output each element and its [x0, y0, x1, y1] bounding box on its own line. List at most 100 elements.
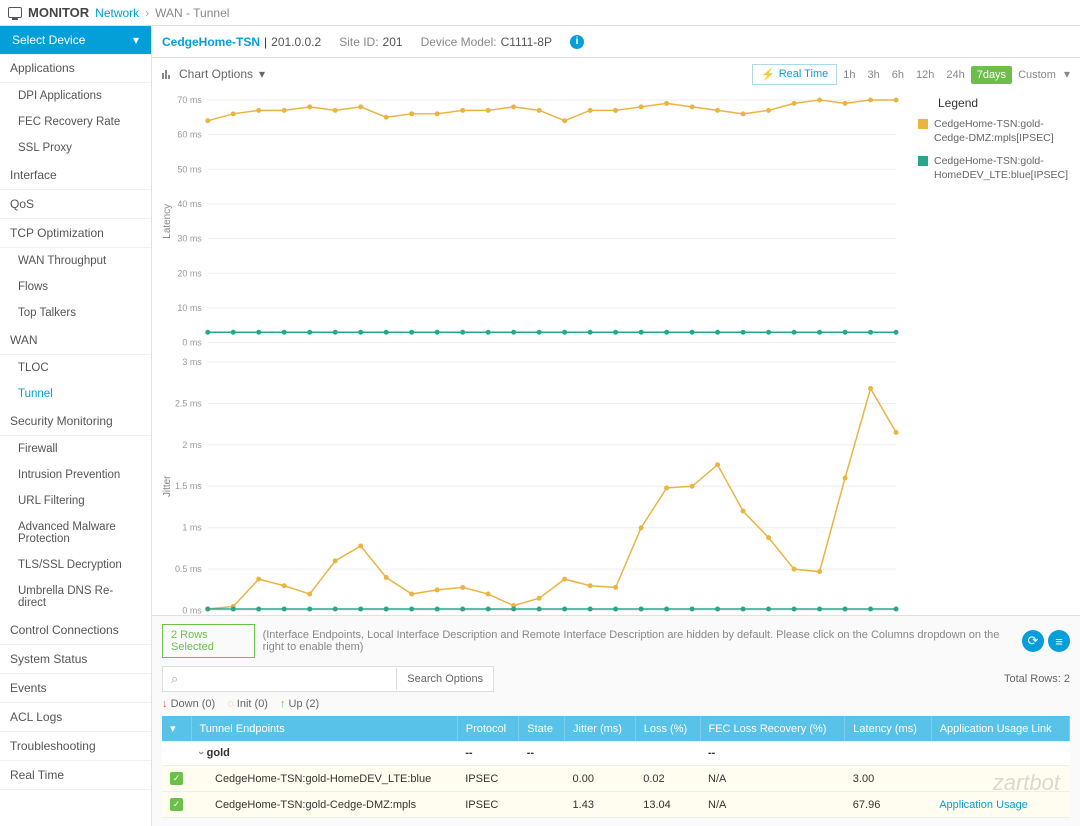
chevron-down-icon: ▾: [259, 67, 265, 81]
menu-button[interactable]: ≡: [1048, 630, 1070, 652]
time-range-item[interactable]: 12h: [910, 66, 940, 84]
legend-text: CedgeHome-TSN:gold-HomeDEV_LTE:blue[IPSE…: [934, 155, 1072, 182]
time-range-item[interactable]: 7days: [971, 66, 1012, 84]
sidebar-item[interactable]: Umbrella DNS Re-direct: [0, 578, 151, 616]
bar-chart-icon: [162, 70, 173, 79]
time-range-item[interactable]: 1h: [837, 66, 861, 84]
table-header[interactable]: Application Usage Link: [931, 716, 1069, 741]
svg-text:2 ms: 2 ms: [182, 439, 202, 449]
table-header[interactable]: Latency (ms): [845, 716, 931, 741]
sidebar-section[interactable]: TCP Optimization: [0, 219, 151, 248]
sidebar-item[interactable]: Firewall: [0, 436, 151, 462]
application-usage-link[interactable]: Application Usage: [931, 792, 1069, 818]
realtime-label: Real Time: [779, 68, 829, 80]
sidebar-item[interactable]: URL Filtering: [0, 488, 151, 514]
sidebar-section[interactable]: Applications: [0, 54, 151, 83]
select-device-label: Select Device: [12, 33, 85, 47]
status-init[interactable]: ◌ Init (0): [227, 698, 268, 710]
svg-text:0.5 ms: 0.5 ms: [175, 564, 202, 574]
sidebar-item[interactable]: Top Talkers: [0, 300, 151, 326]
checkbox-icon[interactable]: ✓: [170, 772, 183, 785]
search-box: ⌕ Search Options: [162, 666, 494, 692]
page-title: MONITOR: [28, 5, 89, 20]
sidebar-section[interactable]: Interface: [0, 161, 151, 190]
sidebar-item[interactable]: Advanced Malware Protection: [0, 514, 151, 552]
sidebar-item[interactable]: TLOC: [0, 355, 151, 381]
time-range-item[interactable]: 6h: [886, 66, 910, 84]
refresh-button[interactable]: ⟳: [1022, 630, 1044, 652]
checkbox-header[interactable]: ▾: [162, 716, 191, 741]
sidebar-item[interactable]: Flows: [0, 274, 151, 300]
status-up[interactable]: ↑ Up (2): [280, 698, 319, 710]
breadcrumb-network[interactable]: Network: [95, 6, 139, 20]
legend-text: CedgeHome-TSN:gold-Cedge-DMZ:mpls[IPSEC]: [934, 118, 1072, 145]
rows-selected-badge[interactable]: 2 Rows Selected: [162, 624, 255, 658]
svg-text:70 ms: 70 ms: [177, 95, 202, 105]
svg-text:1 ms: 1 ms: [182, 522, 202, 532]
sidebar-section[interactable]: System Status: [0, 645, 151, 674]
chevron-down-icon: ▾: [1064, 67, 1070, 81]
table-header[interactable]: FEC Loss Recovery (%): [700, 716, 845, 741]
search-input[interactable]: [186, 667, 396, 691]
sidebar-section[interactable]: Events: [0, 674, 151, 703]
chart-options-label: Chart Options: [179, 67, 253, 81]
sidebar-section[interactable]: ACL Logs: [0, 703, 151, 732]
sidebar-section[interactable]: Real Time: [0, 761, 151, 790]
sidebar-item[interactable]: FEC Recovery Rate: [0, 109, 151, 135]
sidebar-item[interactable]: Tunnel: [0, 381, 151, 407]
site-id-label: Site ID:: [339, 35, 378, 49]
time-range-item[interactable]: 3h: [861, 66, 885, 84]
svg-text:50 ms: 50 ms: [177, 164, 202, 174]
model-label: Device Model:: [421, 35, 497, 49]
sidebar: Select Device ▾ ApplicationsDPI Applicat…: [0, 26, 152, 826]
sidebar-item[interactable]: Intrusion Prevention: [0, 462, 151, 488]
time-range-item[interactable]: 24h: [940, 66, 970, 84]
legend-swatch: [918, 119, 928, 129]
search-options-button[interactable]: Search Options: [396, 668, 493, 690]
select-device-button[interactable]: Select Device ▾: [0, 26, 151, 54]
legend-item[interactable]: CedgeHome-TSN:gold-Cedge-DMZ:mpls[IPSEC]: [918, 118, 1072, 145]
sidebar-item[interactable]: DPI Applications: [0, 83, 151, 109]
sidebar-section[interactable]: Control Connections: [0, 616, 151, 645]
table-header[interactable]: Tunnel Endpoints: [191, 716, 457, 741]
sidebar-item[interactable]: SSL Proxy: [0, 135, 151, 161]
sidebar-section[interactable]: Security Monitoring: [0, 407, 151, 436]
charts-area: 0 ms10 ms20 ms30 ms40 ms50 ms60 ms70 msL…: [152, 90, 910, 615]
realtime-button[interactable]: ⚡ Real Time: [752, 64, 837, 85]
table-header[interactable]: State: [519, 716, 565, 741]
info-icon[interactable]: i: [570, 35, 584, 49]
legend-item[interactable]: CedgeHome-TSN:gold-HomeDEV_LTE:blue[IPSE…: [918, 155, 1072, 182]
table-group-row[interactable]: ›gold------: [162, 741, 1070, 766]
checkbox-icon[interactable]: ✓: [170, 798, 183, 811]
sidebar-item[interactable]: WAN Throughput: [0, 248, 151, 274]
latency-chart: 0 ms10 ms20 ms30 ms40 ms50 ms60 ms70 msL…: [160, 90, 906, 349]
application-usage-link[interactable]: [931, 766, 1069, 792]
sidebar-section[interactable]: Troubleshooting: [0, 732, 151, 761]
table-row[interactable]: ✓CedgeHome-TSN:gold-HomeDEV_LTE:blueIPSE…: [162, 766, 1070, 792]
sidebar-section[interactable]: QoS: [0, 190, 151, 219]
table-header[interactable]: Loss (%): [635, 716, 700, 741]
device-name[interactable]: CedgeHome-TSN: [162, 35, 260, 49]
breadcrumb-bar: MONITOR Network › WAN - Tunnel: [0, 0, 1080, 26]
table-header[interactable]: Jitter (ms): [565, 716, 636, 741]
time-range-item[interactable]: Custom: [1012, 66, 1062, 84]
svg-text:Latency: Latency: [162, 204, 173, 239]
svg-text:0 ms: 0 ms: [182, 605, 202, 615]
device-info-bar: CedgeHome-TSN | 201.0.0.2 Site ID: 201 D…: [152, 26, 1080, 58]
chart-options-button[interactable]: Chart Options ▾: [162, 67, 265, 81]
svg-text:60 ms: 60 ms: [177, 130, 202, 140]
table-row[interactable]: ✓CedgeHome-TSN:gold-Cedge-DMZ:mplsIPSEC1…: [162, 792, 1070, 818]
sidebar-section[interactable]: WAN: [0, 326, 151, 355]
legend-title: Legend: [938, 96, 1072, 110]
sidebar-item[interactable]: TLS/SSL Decryption: [0, 552, 151, 578]
status-down[interactable]: ↓ Down (0): [162, 698, 215, 710]
legend-swatch: [918, 156, 928, 166]
search-icon: ⌕: [163, 671, 186, 687]
model: C1111-8P: [501, 35, 552, 49]
svg-text:3 ms: 3 ms: [182, 357, 202, 367]
table-header[interactable]: Protocol: [457, 716, 519, 741]
chevron-down-icon: ▾: [133, 33, 139, 47]
svg-text:30 ms: 30 ms: [177, 234, 202, 244]
device-ip: 201.0.0.2: [271, 35, 321, 49]
breadcrumb-sep: ›: [145, 6, 149, 20]
